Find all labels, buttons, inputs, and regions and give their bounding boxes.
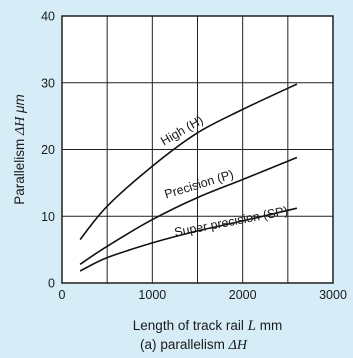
x-tick-label: 3000 — [319, 288, 347, 302]
y-tick-label: 20 — [41, 143, 55, 157]
plot-border — [61, 15, 334, 284]
x-tick-label: 1000 — [138, 288, 166, 302]
caption-symbol: ΔH — [228, 338, 248, 353]
x-axis-symbol: L — [247, 318, 256, 334]
x-tick-label: 2000 — [229, 288, 257, 302]
y-tick-label: 40 — [41, 10, 55, 24]
series-line — [79, 156, 298, 265]
x-tick-labels: 0 1000 2000 3000 — [59, 288, 347, 302]
series-line — [79, 207, 298, 272]
figure-caption: (a) parallelism ΔH — [140, 337, 248, 353]
caption-prefix: (a) — [140, 337, 157, 352]
caption-text: parallelism — [160, 337, 225, 352]
grid — [62, 16, 333, 283]
x-axis-unit: mm — [260, 318, 283, 333]
y-tick-label: 0 — [48, 277, 55, 291]
series-layer — [79, 83, 298, 272]
y-tick-labels: 0 10 20 30 40 — [41, 10, 55, 291]
series-line — [79, 83, 298, 241]
y-tick-label: 10 — [41, 210, 55, 224]
y-tick-label: 30 — [41, 76, 55, 90]
y-axis-title-text: Parallelism — [12, 139, 27, 205]
y-axis-unit: μm — [12, 94, 27, 114]
x-tick-label: 0 — [59, 288, 66, 302]
y-axis-title: Parallelism ΔH μm — [12, 94, 28, 205]
x-axis-title: Length of track rail L mm — [133, 318, 282, 334]
x-axis-title-text: Length of track rail — [133, 318, 244, 333]
y-axis-symbol: ΔH — [13, 116, 28, 136]
